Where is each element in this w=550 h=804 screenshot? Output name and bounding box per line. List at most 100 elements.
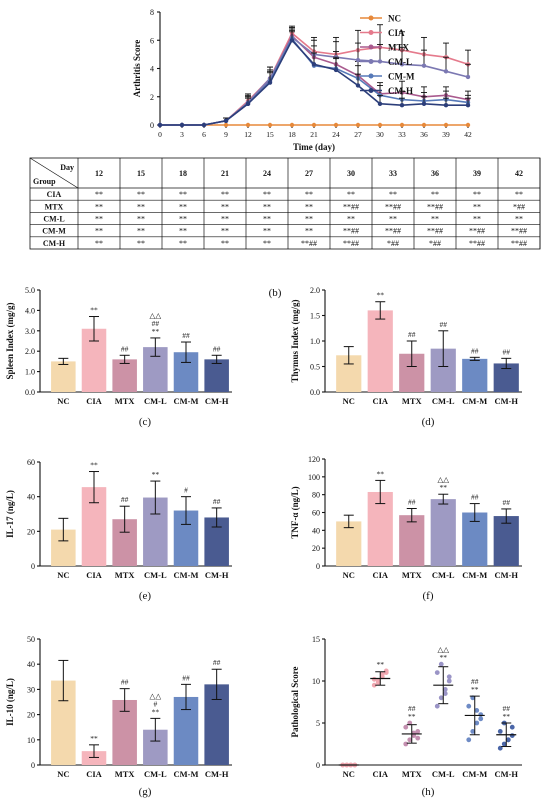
data-point: [474, 708, 480, 713]
y-axis-title: Arthritis Score: [132, 40, 142, 98]
x-tick-label: NC: [57, 769, 69, 779]
y-tick-label: 20: [27, 527, 35, 536]
y-tick-label: 50: [27, 635, 35, 644]
data-point: [478, 712, 484, 717]
panel-e: 0 20 40 60 IL-17 (ng/L) NC CIA MTX CM-L CM-M CM-H *…: [5, 458, 232, 580]
significance-mark: △△: [150, 311, 162, 320]
x-tick-label: CM-M: [462, 396, 487, 406]
table-cell: **: [221, 215, 229, 224]
x-tick-label: CM-L: [144, 396, 167, 406]
data-point: [415, 729, 421, 734]
data-point: [377, 101, 383, 107]
table-header-day: 39: [473, 169, 481, 178]
significance-table: Day Group 12 15 18 21 24 27 30 33 36 39 42 CIA ** ** ** *…: [29, 157, 541, 250]
panel-label-d: (d): [422, 416, 435, 428]
data-point: [311, 122, 317, 128]
x-tick-label: 30: [376, 130, 384, 139]
table-header-day: 27: [305, 169, 313, 178]
table-cell: **: [305, 227, 313, 236]
significance-mark: **: [90, 461, 98, 470]
data-point: [446, 678, 452, 684]
x-tick-label: NC: [57, 570, 69, 580]
x-tick-label: MTX: [115, 769, 136, 779]
data-point: [446, 674, 452, 680]
table-cell: **: [305, 202, 313, 211]
significance-mark: ##: [121, 344, 129, 353]
y-tick-label: 10: [27, 736, 35, 745]
legend-marker: [368, 15, 374, 21]
table-cell: **: [431, 190, 439, 199]
table-cell: **##: [301, 239, 317, 248]
table-header-day: 42: [515, 169, 523, 178]
table-header-day: 12: [95, 169, 103, 178]
y-tick-label: 80: [312, 491, 320, 500]
table-cell: **: [221, 227, 229, 236]
legend-label: NC: [388, 14, 401, 24]
significance-mark: ##: [152, 319, 160, 328]
table-cell: **: [347, 190, 355, 199]
data-point: [399, 103, 405, 108]
table-cell: **: [179, 202, 187, 211]
legend-label: MTX: [388, 43, 409, 53]
panel-h: 0 5 10 15 Pathological Score NC CIA MTX CM-L CM-M…: [290, 635, 522, 779]
data-point: [497, 729, 503, 734]
significance-mark: △△: [437, 645, 449, 654]
significance-mark: ##: [471, 677, 479, 686]
x-tick-label: 24: [332, 130, 340, 139]
table-cell: **##: [427, 227, 443, 236]
y-tick-label: 100: [308, 473, 320, 482]
table-cell: **##: [469, 227, 485, 236]
y-tick-label: 8: [150, 8, 154, 17]
x-tick-label: 36: [420, 130, 428, 139]
table-cell: *##: [429, 239, 441, 248]
data-point: [375, 680, 381, 686]
significance-mark: ##: [121, 678, 129, 687]
data-point: [289, 38, 295, 43]
significance-mark: ##: [503, 704, 511, 713]
table-cell: *##: [387, 239, 399, 248]
legend-marker: [368, 73, 374, 79]
y-tick-label: 4: [150, 65, 154, 74]
panel-label-b: (b): [269, 287, 282, 299]
y-tick-label: 0: [316, 761, 320, 770]
data-point: [245, 101, 251, 107]
data-point: [267, 80, 273, 85]
data-point: [157, 122, 163, 128]
legend-marker: [368, 88, 374, 93]
table-cell: **##: [343, 227, 359, 236]
x-tick-label: CIA: [372, 570, 388, 580]
data-point: [438, 661, 444, 667]
y-tick-label: 1.5: [310, 312, 320, 321]
table-cell: **##: [469, 239, 485, 248]
significance-mark: **: [90, 734, 98, 743]
y-tick-label: 1.0: [25, 368, 35, 377]
legend-marker: [368, 44, 374, 50]
bar-cm-m: [462, 358, 488, 392]
data-point: [201, 122, 207, 128]
significance-mark: **: [377, 469, 385, 478]
data-point: [443, 103, 449, 108]
x-tick-label: 18: [288, 130, 296, 139]
data-point: [442, 691, 448, 696]
table-cell: **: [137, 202, 145, 211]
y-tick-label: 60: [27, 458, 35, 467]
significance-mark: ##: [213, 497, 221, 506]
table-cell: **: [179, 227, 187, 236]
significance-mark: ##: [471, 493, 479, 502]
x-tick-label: CM-M: [173, 396, 198, 406]
y-tick-label: 30: [27, 685, 35, 694]
table-cell: **##: [385, 202, 401, 211]
table-row-group: CM-H: [43, 239, 66, 248]
data-point: [465, 103, 471, 108]
table-cell: **: [179, 190, 187, 199]
x-tick-label: NC: [57, 396, 69, 406]
significance-mark: ##: [503, 498, 511, 507]
data-point: [377, 122, 383, 128]
data-point: [421, 101, 427, 107]
significance-mark: ##: [408, 330, 416, 339]
table-cell: **##: [511, 227, 527, 236]
legend-marker: [368, 30, 374, 35]
legend-label: CM-H: [388, 86, 413, 96]
y-axis-title: Pathological Score: [290, 666, 300, 737]
